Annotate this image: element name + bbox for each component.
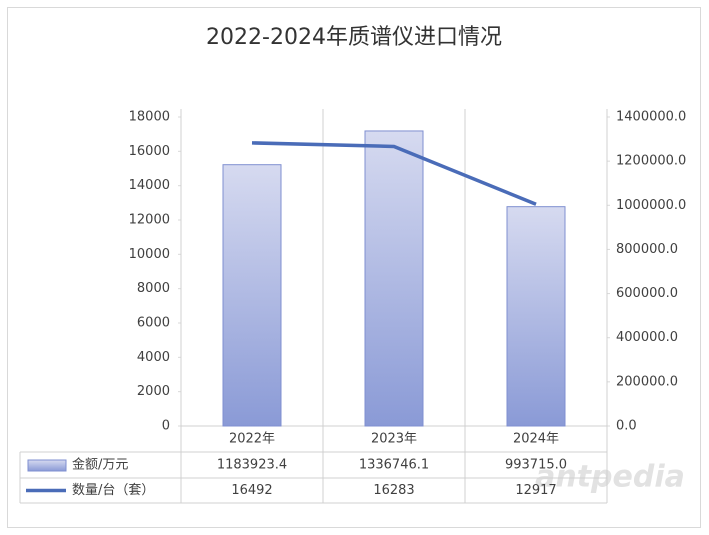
- y-tick-label: 10000: [129, 247, 170, 262]
- y-tick-label: 14000: [129, 178, 170, 193]
- data-label: 16283: [373, 483, 414, 498]
- y-tick-label: 2000: [137, 384, 170, 399]
- data-label: 1183923.4: [217, 458, 287, 473]
- watermark: antpedia: [535, 460, 685, 495]
- x-tick-label: 2022年: [229, 432, 275, 447]
- y-tick-label: 4000: [137, 350, 170, 365]
- legend-swatch: [27, 459, 67, 472]
- legend-label: 数量/台（套）: [72, 482, 154, 498]
- bar: [506, 206, 566, 427]
- data-label: 12917: [515, 483, 556, 498]
- y2-tick-label: 600000.0: [616, 286, 678, 301]
- y-tick-label: 0: [162, 419, 170, 434]
- y-tick-label: 16000: [129, 144, 170, 159]
- legend-label: 金额/万元: [72, 457, 128, 473]
- chart-border: [7, 7, 701, 528]
- x-tick-label: 2023年: [371, 432, 417, 447]
- y2-tick-label: 200000.0: [616, 374, 678, 389]
- y2-tick-label: 0.0: [616, 419, 637, 434]
- x-tick-label: 2024年: [513, 432, 559, 447]
- y2-tick-label: 1000000.0: [616, 198, 686, 213]
- bar: [222, 164, 282, 427]
- y-tick-label: 12000: [129, 213, 170, 228]
- data-label: 1336746.1: [359, 458, 429, 473]
- y-tick-label: 8000: [137, 281, 170, 296]
- data-label: 993715.0: [505, 458, 567, 473]
- y2-tick-label: 400000.0: [616, 330, 678, 345]
- y2-tick-label: 1200000.0: [616, 154, 686, 169]
- y2-tick-label: 1400000.0: [616, 110, 686, 125]
- line: [251, 141, 537, 206]
- bar: [364, 130, 424, 427]
- data-label: 16492: [231, 483, 272, 498]
- y2-tick-label: 800000.0: [616, 242, 678, 257]
- y-tick-label: 18000: [129, 110, 170, 125]
- chart-title: 2022-2024年质谱仪进口情况: [206, 25, 502, 50]
- y-tick-label: 6000: [137, 316, 170, 331]
